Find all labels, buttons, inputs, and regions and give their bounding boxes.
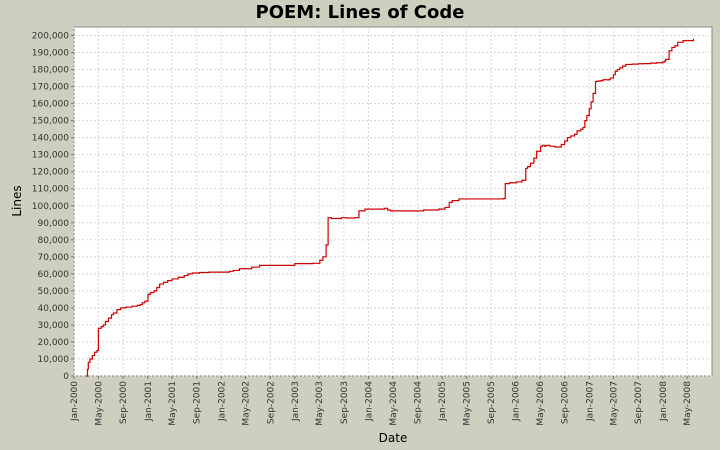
y-tick-label: 10,000	[38, 355, 70, 365]
x-tick-label: Sep-2005	[487, 381, 497, 424]
x-tick-label: Jan-2003	[291, 381, 301, 422]
y-tick-label: 190,000	[32, 49, 69, 59]
y-tick-label: 110,000	[32, 185, 69, 195]
x-axis-ticks: Jan-2000 May-2000 Sep-2000 Jan-2001 May-2001…	[70, 376, 693, 426]
series-layer	[86, 38, 695, 377]
series-line-0	[86, 38, 695, 377]
x-tick-label: Jan-2004	[364, 381, 374, 422]
y-tick-label: 60,000	[38, 270, 70, 280]
y-tick-label: 70,000	[38, 253, 70, 263]
y-tick-label: 50,000	[38, 287, 70, 297]
x-tick-label: Jan-2008	[659, 381, 669, 422]
y-tick-label: 100,000	[32, 202, 69, 212]
x-tick-label: May-2006	[536, 381, 546, 426]
x-tick-label: Sep-2000	[119, 381, 129, 424]
y-tick-label: 40,000	[38, 304, 70, 314]
x-tick-label: Sep-2006	[561, 381, 571, 424]
x-tick-label: Jan-2002	[217, 381, 227, 422]
plot-area	[73, 26, 713, 377]
y-tick-label: 120,000	[32, 168, 69, 178]
y-tick-label: 160,000	[32, 100, 69, 110]
y-tick-label: 140,000	[32, 134, 69, 144]
chart-title: POEM: Lines of Code	[256, 2, 465, 23]
y-tick-label: 0	[63, 372, 69, 382]
x-tick-label: Jan-2005	[438, 381, 448, 422]
x-tick-label: Jan-2007	[585, 381, 595, 422]
x-axis-label: Date	[379, 431, 408, 445]
y-tick-label: 130,000	[32, 151, 69, 161]
x-tick-label: Jan-2000	[70, 381, 80, 422]
x-tick-label: May-2001	[168, 381, 178, 426]
x-tick-label: May-2008	[683, 381, 693, 426]
x-tick-label: Sep-2004	[414, 381, 424, 424]
x-tick-label: May-2007	[609, 381, 619, 426]
y-tick-label: 150,000	[32, 117, 69, 127]
x-tick-label: May-2005	[462, 381, 472, 426]
x-tick-label: May-2003	[315, 381, 325, 426]
x-tick-label: Sep-2001	[193, 381, 203, 424]
y-tick-label: 90,000	[38, 219, 70, 229]
y-tick-label: 170,000	[32, 83, 69, 93]
x-tick-label: Sep-2003	[340, 381, 350, 424]
y-tick-label: 80,000	[38, 236, 70, 246]
x-tick-label: May-2004	[389, 381, 399, 426]
y-tick-label: 200,000	[32, 32, 69, 42]
x-tick-label: Jan-2006	[512, 381, 522, 422]
y-tick-label: 180,000	[32, 66, 69, 76]
y-axis-ticks: 0 10,000 20,000 30,000 40,000 50,000 60,000 70,…	[32, 32, 74, 382]
y-tick-label: 20,000	[38, 338, 70, 348]
x-tick-label: May-2000	[94, 381, 104, 426]
y-tick-label: 30,000	[38, 321, 70, 331]
x-tick-label: Jan-2001	[144, 381, 154, 422]
x-tick-label: May-2002	[241, 381, 251, 426]
x-tick-label: Sep-2007	[634, 381, 644, 424]
x-tick-label: Sep-2002	[266, 381, 276, 424]
y-axis-label: Lines	[10, 185, 24, 216]
